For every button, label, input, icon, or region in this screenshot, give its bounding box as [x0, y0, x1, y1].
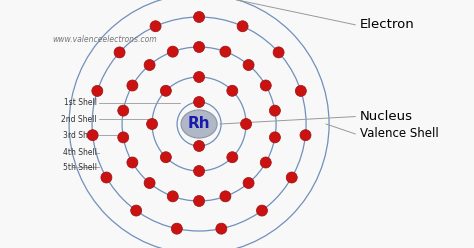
Circle shape — [269, 105, 281, 116]
Circle shape — [295, 85, 306, 96]
Circle shape — [193, 11, 205, 23]
Text: Electron: Electron — [360, 18, 415, 31]
Circle shape — [144, 178, 155, 188]
Circle shape — [160, 152, 171, 163]
Circle shape — [193, 41, 205, 53]
Circle shape — [193, 165, 205, 177]
Circle shape — [146, 119, 157, 129]
Circle shape — [114, 47, 125, 58]
Circle shape — [193, 195, 205, 207]
Circle shape — [193, 96, 205, 107]
Circle shape — [216, 223, 227, 234]
Circle shape — [193, 71, 205, 83]
Circle shape — [269, 132, 281, 143]
Circle shape — [167, 191, 178, 202]
Text: 5th Shell: 5th Shell — [63, 163, 97, 172]
Circle shape — [227, 85, 238, 96]
Circle shape — [220, 46, 231, 57]
Text: Rh: Rh — [188, 117, 210, 131]
Circle shape — [241, 119, 252, 129]
Circle shape — [243, 60, 254, 70]
Circle shape — [87, 130, 98, 141]
Circle shape — [160, 85, 171, 96]
Circle shape — [300, 130, 311, 141]
Circle shape — [127, 157, 138, 168]
Text: 2nd Shell: 2nd Shell — [61, 115, 97, 124]
Circle shape — [92, 85, 103, 96]
Circle shape — [256, 205, 267, 216]
Circle shape — [237, 21, 248, 32]
Circle shape — [131, 205, 142, 216]
Ellipse shape — [181, 110, 217, 138]
Circle shape — [260, 80, 271, 91]
Circle shape — [227, 152, 238, 163]
Circle shape — [150, 21, 161, 32]
Text: Valence Shell: Valence Shell — [360, 127, 439, 140]
Circle shape — [286, 172, 297, 183]
Text: www.valenceelectrons.com: www.valenceelectrons.com — [52, 35, 156, 44]
Circle shape — [273, 47, 284, 58]
Circle shape — [127, 80, 138, 91]
Text: Nucleus: Nucleus — [360, 110, 413, 123]
Circle shape — [220, 191, 231, 202]
Text: 4th Shell: 4th Shell — [63, 148, 97, 157]
Circle shape — [118, 105, 129, 116]
Circle shape — [167, 46, 178, 57]
Circle shape — [144, 60, 155, 70]
Circle shape — [171, 223, 182, 234]
Text: 3rd Shell: 3rd Shell — [63, 131, 97, 140]
Circle shape — [118, 132, 129, 143]
Circle shape — [260, 157, 271, 168]
Circle shape — [243, 178, 254, 188]
Circle shape — [101, 172, 112, 183]
Text: 1st Shell: 1st Shell — [64, 98, 97, 107]
Circle shape — [193, 141, 205, 152]
